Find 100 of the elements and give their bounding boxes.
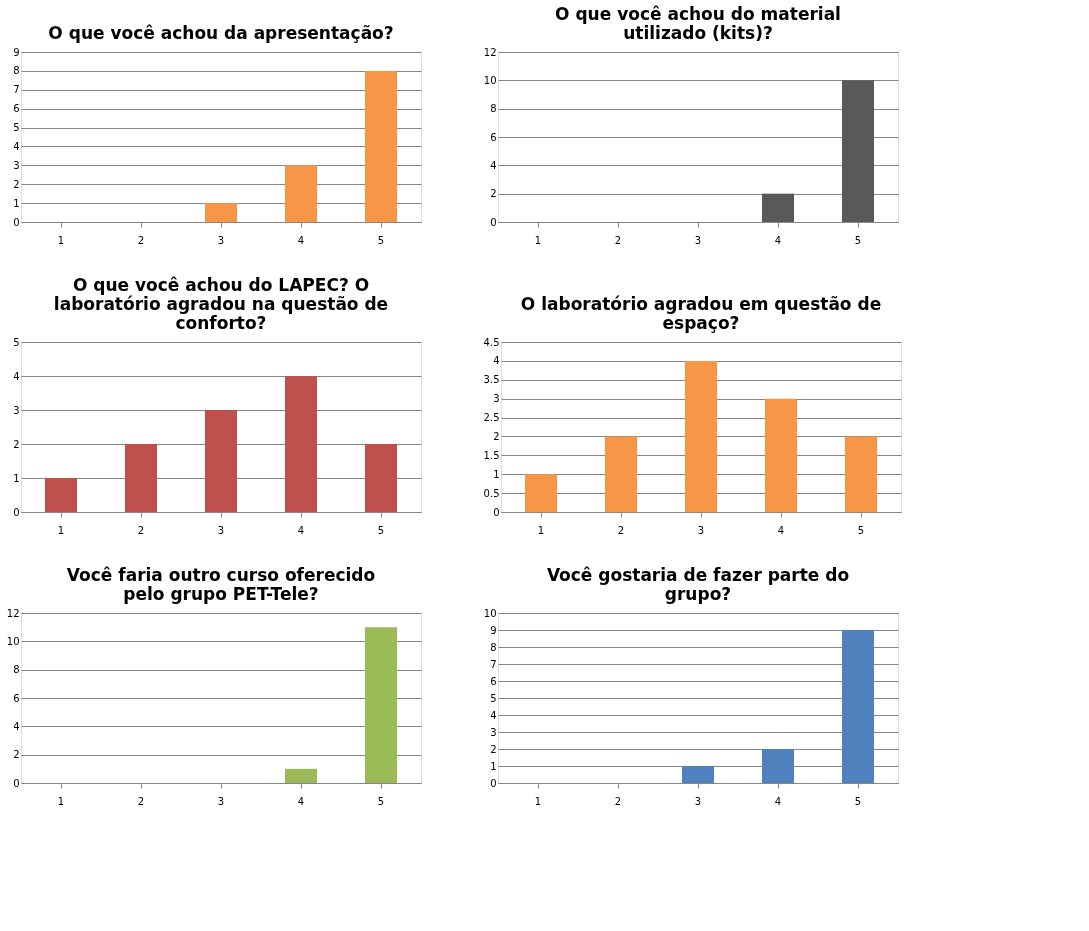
- x-tick-label: 4: [297, 234, 305, 246]
- y-tick-label: 5: [490, 692, 497, 704]
- y-tick-label: 8: [13, 664, 20, 676]
- y-tick-label: 4: [490, 159, 497, 171]
- y-tick-label: 0: [13, 216, 20, 228]
- chart-title: O que você achou do material utilizado (kits)?: [555, 4, 841, 43]
- bar: [605, 436, 637, 512]
- y-tick-label: 6: [13, 103, 20, 115]
- x-tick-label: 2: [137, 234, 145, 246]
- x-tick-label: 5: [857, 524, 865, 536]
- x-tick-label: 5: [377, 795, 385, 807]
- bar: [525, 474, 557, 512]
- y-tick-label: 3: [493, 393, 500, 405]
- x-tick-label: 1: [534, 795, 542, 807]
- bar: [765, 398, 797, 512]
- y-tick-label: 12: [6, 607, 20, 619]
- y-tick-label: 2: [490, 188, 497, 200]
- bar: [285, 376, 317, 512]
- y-tick-label: 4: [13, 140, 20, 152]
- y-tick-label: 3: [490, 726, 497, 738]
- x-tick-label: 1: [57, 234, 65, 246]
- x-tick-label: 1: [57, 795, 65, 807]
- x-tick-label: 5: [854, 795, 862, 807]
- chart-title: O que você achou do LAPEC? O laboratório agradou na questão de conforto?: [53, 275, 389, 333]
- x-tick-label: 1: [534, 234, 542, 246]
- x-tick-label: 3: [217, 524, 225, 536]
- y-tick-label: 4: [13, 370, 20, 382]
- x-tick-label: 3: [217, 234, 225, 246]
- x-tick-label: 2: [617, 524, 625, 536]
- x-tick-label: 3: [694, 234, 702, 246]
- x-tick-label: 2: [614, 795, 622, 807]
- y-tick-label: 4.5: [483, 336, 500, 348]
- y-tick-label: 1.5: [483, 449, 500, 461]
- x-tick-label: 3: [694, 795, 702, 807]
- bar: [285, 165, 317, 222]
- x-tick-label: 5: [377, 234, 385, 246]
- y-tick-label: 4: [13, 720, 20, 732]
- y-tick-label: 8: [490, 103, 497, 115]
- bar: [125, 444, 157, 512]
- y-tick-label: 2: [490, 743, 497, 755]
- y-tick-label: 3: [13, 159, 20, 171]
- x-tick-label: 5: [854, 234, 862, 246]
- y-tick-label: 10: [483, 74, 497, 86]
- y-tick-label: 10: [483, 607, 497, 619]
- y-tick-label: 4: [493, 355, 500, 367]
- y-tick-label: 7: [13, 84, 20, 96]
- bar: [685, 360, 717, 512]
- x-tick-label: 4: [774, 234, 782, 246]
- x-tick-label: 2: [614, 234, 622, 246]
- y-tick-label: 5: [13, 122, 20, 134]
- y-tick-label: 0: [490, 216, 497, 228]
- chart-title: Você faria outro curso oferecido pelo grupo PET-Tele?: [66, 565, 376, 604]
- y-tick-label: 0: [490, 777, 497, 789]
- y-tick-label: 9: [490, 624, 497, 636]
- bar: [842, 630, 874, 783]
- y-tick-label: 1: [13, 197, 20, 209]
- x-tick-label: 4: [297, 795, 305, 807]
- bar: [365, 444, 397, 512]
- y-tick-label: 6: [13, 692, 20, 704]
- y-tick-label: 3.5: [483, 374, 500, 386]
- y-tick-label: 1: [13, 472, 20, 484]
- x-tick-label: 4: [777, 524, 785, 536]
- x-tick-label: 2: [137, 524, 145, 536]
- y-tick-label: 2: [13, 438, 20, 450]
- y-tick-label: 0: [13, 506, 20, 518]
- y-tick-label: 2: [13, 178, 20, 190]
- bar: [205, 410, 237, 512]
- bar: [682, 766, 714, 783]
- x-tick-label: 4: [774, 795, 782, 807]
- y-tick-label: 12: [483, 46, 497, 58]
- bar: [762, 749, 794, 783]
- y-tick-label: 2.5: [483, 412, 500, 424]
- bar: [845, 436, 877, 512]
- x-tick-label: 3: [217, 795, 225, 807]
- x-tick-label: 5: [377, 524, 385, 536]
- y-tick-label: 2: [493, 430, 500, 442]
- y-tick-label: 8: [13, 65, 20, 77]
- y-tick-label: 0: [13, 777, 20, 789]
- x-tick-label: 2: [137, 795, 145, 807]
- y-tick-label: 9: [13, 46, 20, 58]
- y-tick-label: 4: [490, 709, 497, 721]
- y-tick-label: 2: [13, 749, 20, 761]
- y-tick-label: 1: [493, 468, 500, 480]
- bar: [365, 70, 397, 222]
- y-tick-label: 5: [13, 336, 20, 348]
- x-tick-label: 1: [57, 524, 65, 536]
- x-tick-label: 4: [297, 524, 305, 536]
- y-tick-label: 0.5: [483, 487, 500, 499]
- chart-title: Você gostaria de fazer parte do grupo?: [546, 565, 850, 604]
- chart-title: O laboratório agradou em questão de espaço?: [520, 294, 882, 333]
- y-tick-label: 0: [493, 506, 500, 518]
- y-tick-label: 6: [490, 675, 497, 687]
- x-tick-label: 1: [537, 524, 545, 536]
- y-tick-label: 1: [490, 760, 497, 772]
- y-tick-label: 3: [13, 404, 20, 416]
- y-tick-label: 6: [490, 131, 497, 143]
- bar: [45, 478, 77, 512]
- chart-title: O que você achou da apresentação?: [48, 23, 394, 43]
- y-tick-label: 10: [6, 635, 20, 647]
- x-tick-label: 3: [697, 524, 705, 536]
